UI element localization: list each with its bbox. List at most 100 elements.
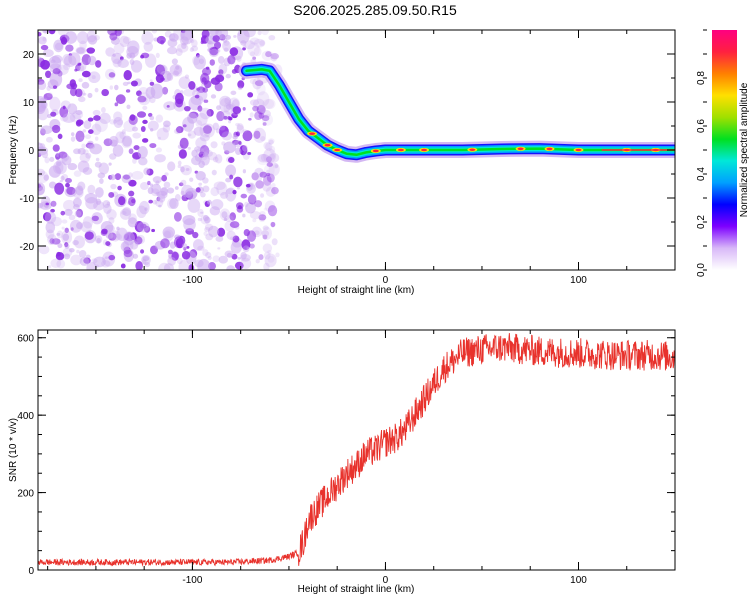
noise-blob xyxy=(200,191,206,198)
noise-blob xyxy=(54,42,63,51)
noise-blob xyxy=(52,68,61,75)
noise-blob xyxy=(229,221,240,229)
noise-blob xyxy=(266,172,271,176)
noise-blob xyxy=(119,35,130,47)
noise-blob xyxy=(160,238,170,249)
noise-blob xyxy=(40,101,48,109)
noise-blob xyxy=(38,142,43,146)
noise-blob xyxy=(174,92,184,105)
noise-blob xyxy=(105,241,111,246)
noise-blob xyxy=(121,174,132,184)
noise-blob xyxy=(166,46,178,55)
noise-blob xyxy=(242,145,248,152)
noise-blob xyxy=(174,186,179,190)
noise-blob xyxy=(95,187,104,198)
noise-blob xyxy=(108,72,116,78)
noise-blob xyxy=(83,120,92,130)
noise-blob xyxy=(88,71,101,84)
noise-blob xyxy=(95,60,102,68)
noise-blob xyxy=(64,208,73,216)
noise-blob xyxy=(87,55,97,66)
noise-blob xyxy=(254,175,263,182)
noise-blob xyxy=(57,30,70,37)
noise-blob xyxy=(59,179,63,183)
noise-blob xyxy=(63,54,77,68)
colorbar-ticks: 0.0 0.2 0.4 0.6 0.8 xyxy=(696,29,707,277)
noise-blob xyxy=(164,172,169,176)
noise-blob xyxy=(149,115,155,121)
noise-blob xyxy=(207,151,218,161)
noise-blob xyxy=(195,120,203,128)
noise-blob xyxy=(94,136,99,141)
noise-blob xyxy=(208,225,219,238)
noise-blob xyxy=(159,187,168,197)
noise-blob xyxy=(78,96,86,103)
noise-blob xyxy=(216,49,221,53)
noise-blob xyxy=(235,122,240,127)
noise-blob xyxy=(261,230,270,237)
noise-blob xyxy=(249,51,255,57)
noise-blob xyxy=(195,112,208,126)
noise-blob xyxy=(93,200,105,211)
noise-blob xyxy=(47,234,57,246)
noise-blob xyxy=(151,30,158,34)
noise-blob xyxy=(209,206,221,216)
noise-blob xyxy=(76,119,84,126)
noise-blob xyxy=(201,83,205,87)
noise-blob xyxy=(142,119,148,124)
noise-blob xyxy=(230,241,242,254)
noise-blob xyxy=(223,115,228,120)
noise-blob xyxy=(187,198,201,213)
noise-blob xyxy=(38,36,47,45)
noise-blob xyxy=(263,207,268,211)
noise-blob xyxy=(108,254,116,261)
noise-blob xyxy=(72,110,84,120)
noise-blob xyxy=(82,167,93,175)
noise-blob xyxy=(240,253,251,262)
noise-blob xyxy=(202,125,212,134)
spectrogram-ridge xyxy=(238,61,675,163)
noise-blob xyxy=(91,123,102,136)
noise-blob xyxy=(242,245,250,253)
noise-blob xyxy=(62,105,66,110)
colorbar-tick-label: 0.0 xyxy=(696,263,707,277)
noise-blob xyxy=(102,200,111,208)
noise-blob xyxy=(79,152,91,163)
noise-blob xyxy=(151,183,162,194)
noise-blob xyxy=(268,139,274,145)
spectrogram-y-tick-label: 20 xyxy=(23,50,35,61)
noise-blob xyxy=(76,31,89,45)
noise-blob xyxy=(198,160,205,168)
noise-blob xyxy=(193,54,206,70)
noise-blob xyxy=(91,75,96,80)
noise-blob xyxy=(252,56,257,60)
noise-blob xyxy=(65,182,70,188)
noise-blob xyxy=(223,47,229,53)
noise-blob xyxy=(197,258,211,270)
noise-blob xyxy=(44,156,50,164)
ridge-hotspot-red xyxy=(546,147,553,151)
noise-blob xyxy=(106,209,117,220)
noise-blob xyxy=(71,132,75,137)
noise-blob xyxy=(133,145,140,151)
noise-blob xyxy=(64,31,78,44)
noise-blob xyxy=(173,212,182,222)
noise-blob xyxy=(149,79,153,82)
noise-blob xyxy=(176,126,184,134)
noise-blob xyxy=(191,39,198,48)
noise-blob xyxy=(218,63,228,75)
noise-blob xyxy=(260,136,266,142)
noise-blob xyxy=(72,240,79,246)
noise-blob xyxy=(263,142,271,150)
noise-blob xyxy=(48,30,56,35)
spectrogram-y-tick-label: -10 xyxy=(20,194,35,205)
noise-blob xyxy=(160,40,165,45)
noise-blob xyxy=(139,223,147,229)
noise-blob xyxy=(81,70,91,78)
noise-blob xyxy=(42,49,54,58)
noise-blob xyxy=(142,105,148,110)
noise-blob xyxy=(117,185,122,191)
noise-blob xyxy=(206,108,214,117)
noise-blob xyxy=(123,69,132,81)
